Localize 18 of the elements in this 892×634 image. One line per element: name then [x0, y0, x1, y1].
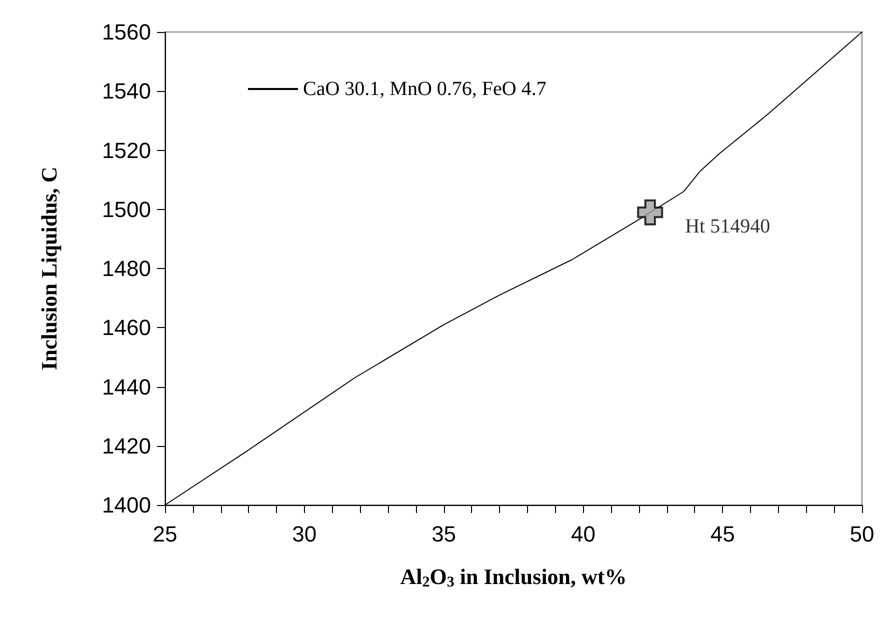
y-tick-label: 1500 — [102, 196, 151, 222]
y-axis-title: Inclusion Liquidus, C — [36, 166, 62, 370]
y-tick-label: 1420 — [102, 433, 151, 458]
y-tick-label: 1520 — [102, 138, 151, 163]
annotation: Ht 514940 — [685, 215, 770, 238]
x-tick-label: 35 — [432, 522, 456, 546]
x-tick-label: 50 — [850, 522, 874, 546]
y-tick-label: 1460 — [102, 315, 151, 340]
y-tick-label: 1480 — [102, 256, 151, 281]
x-tick-label: 45 — [710, 522, 735, 546]
x-tick-label: 30 — [292, 522, 317, 546]
y-tick-label: 1400 — [102, 492, 151, 518]
y-tick-label: 1540 — [102, 78, 151, 104]
y-tick-label: 1560 — [102, 20, 151, 44]
x-tick-label: 40 — [570, 522, 596, 546]
legend-label: CaO 30.1, MnO 0.76, FeO 4.7 — [303, 78, 546, 100]
y-tick-label: 1440 — [102, 374, 151, 400]
x-tick-label: 25 — [152, 522, 178, 546]
